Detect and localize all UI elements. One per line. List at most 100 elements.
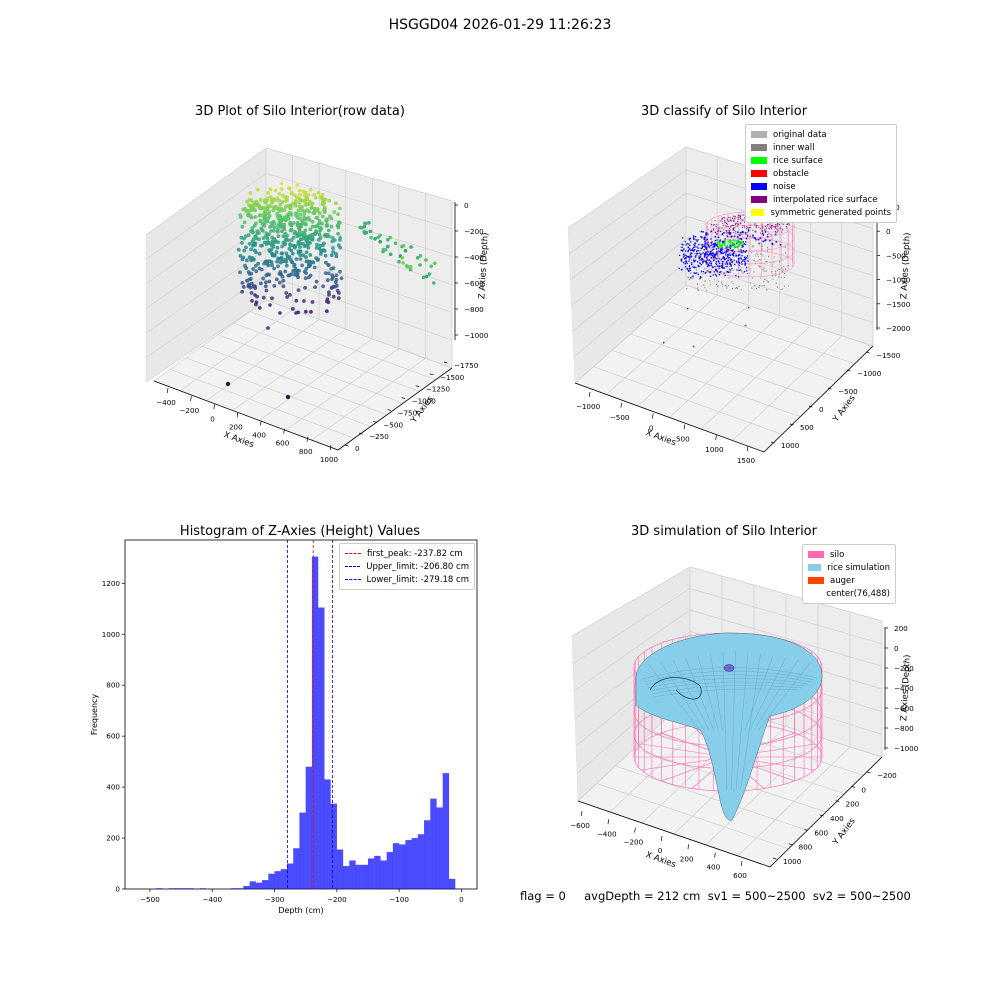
p2-interpolated-point (774, 224, 776, 226)
p2-noise-point (738, 262, 740, 264)
p4-x-tick (714, 852, 716, 858)
legend-item: symmetric generated points (751, 206, 891, 219)
histogram-bar (361, 864, 369, 889)
p2-interpolated-point (726, 223, 728, 225)
p1-data-point (369, 235, 373, 240)
p2-wall-point (736, 288, 738, 290)
p2-rice-surface-point (737, 239, 739, 241)
p1-data-point (258, 281, 263, 286)
p2-x-tick-label: 1000 (705, 445, 724, 454)
p1-data-point (334, 273, 339, 278)
p2-noise-point (727, 254, 729, 256)
p1-wall-grid (145, 147, 267, 236)
y-tick-label: 200 (106, 834, 120, 843)
p2-rice-surface-point (716, 241, 719, 243)
p2-noise-point (707, 265, 709, 268)
p2-wall-point (702, 273, 704, 275)
p2-noise-point (694, 256, 696, 258)
p2-noise-point (711, 241, 713, 243)
p1-data-point (246, 233, 251, 238)
p2-interpolated-point (755, 230, 757, 232)
p2-noise-point (729, 254, 732, 256)
p2-noise-point (718, 261, 720, 263)
p2-noise-point (731, 259, 733, 261)
p1-data-point (265, 219, 270, 224)
p2-interpolated-point (769, 223, 771, 225)
p4-y-tick-label: 1000 (783, 857, 802, 866)
p2-noise-point (692, 250, 695, 252)
p2-wall-point (767, 248, 769, 250)
p2-wall-point (765, 270, 767, 272)
p1-data-point (275, 206, 280, 211)
p2-wall-point (697, 287, 699, 289)
p2-noise-point (693, 244, 695, 246)
p2-noise-point (725, 254, 727, 256)
p1-data-point (327, 234, 331, 239)
p2-y-tick (827, 387, 832, 390)
p2-wall-point (691, 259, 693, 261)
p2-y-tick (770, 441, 775, 444)
p1-data-point (312, 232, 317, 236)
p2-wall-point (693, 258, 695, 260)
p2-noise-point (693, 266, 695, 268)
p1-data-point (240, 241, 244, 245)
p1-data-point (327, 290, 331, 295)
p2-noise-point (696, 253, 698, 255)
p1-data-point (315, 207, 320, 212)
p2-y-tick-label: 500 (800, 423, 814, 432)
p2-noise-point (721, 265, 724, 267)
p1-data-point (296, 208, 301, 213)
p1-x-tick (283, 428, 285, 434)
p2-interpolated-point (788, 224, 790, 226)
p1-data-point (253, 263, 258, 268)
p1-data-point (275, 214, 280, 219)
p2-rice-surface-point (719, 245, 721, 248)
p1-data-point (302, 269, 307, 274)
p1-x-tick (166, 387, 169, 393)
p2-wall-point (697, 274, 699, 276)
p2-interpolated-point (730, 217, 732, 219)
p1-data-point (334, 201, 338, 206)
p2-x-tick-label: 1500 (737, 456, 756, 465)
p2-wall-point (733, 251, 735, 254)
p2-noise-point (688, 260, 690, 262)
p4-x-axis-line (577, 800, 771, 868)
p2-interpolated-point (767, 224, 769, 225)
p1-x-tick-label: 600 (276, 439, 290, 448)
p2-wall-point (717, 285, 719, 287)
p2-interpolated-point (718, 227, 720, 229)
p2-interpolated-point (729, 230, 730, 232)
p2-noise-point (712, 246, 714, 248)
p2-noise-point (741, 246, 743, 248)
p1-data-point (309, 237, 314, 242)
p2-noise-point (716, 239, 718, 241)
p2-noise-point (730, 260, 732, 262)
p2-interpolated-point (741, 219, 743, 221)
p2-wall-point (785, 268, 787, 270)
p2-interpolated-point (764, 226, 766, 227)
p4-z-axis-label: Z Axies (Depth) (899, 654, 912, 721)
p1-data-point (284, 260, 289, 264)
p2-rice-surface-point (724, 243, 726, 245)
histogram-bar (243, 885, 250, 889)
p2-noise-point (683, 248, 685, 250)
p2-interpolated-point (734, 218, 736, 220)
p2-interpolated-point (748, 227, 750, 229)
p2-noise-point (743, 250, 745, 253)
p2-interpolated-point (767, 234, 769, 236)
p4-z-tick-label: −200 (894, 664, 914, 673)
p1-data-point (255, 203, 260, 207)
p1-data-point (290, 251, 295, 256)
p2-wall-point (696, 288, 698, 290)
p1-z-tick-label: 0 (464, 201, 469, 210)
p2-wall-point (701, 247, 703, 249)
p1-data-point (289, 191, 294, 196)
p2-noise-point (737, 231, 739, 233)
p2-rice-surface-point (736, 246, 738, 249)
legend-item: rice simulation (808, 561, 890, 574)
p2-interpolated-point (745, 228, 747, 230)
p1-data-point (317, 246, 322, 251)
p1-data-point (254, 269, 259, 274)
p2-noise-point (708, 246, 711, 248)
p2-noise-point (686, 267, 688, 269)
